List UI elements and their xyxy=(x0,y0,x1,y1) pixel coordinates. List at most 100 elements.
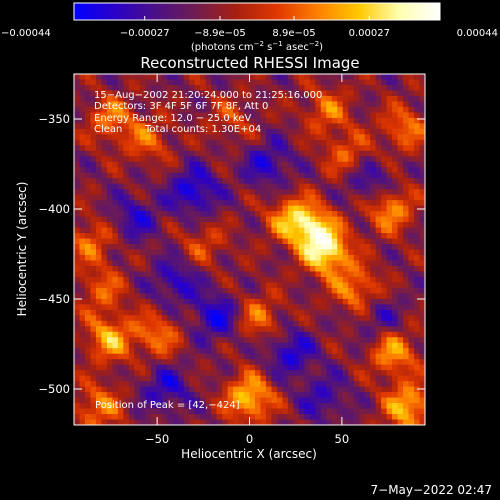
heatmap-cell xyxy=(200,271,207,278)
heatmap-cell xyxy=(123,265,130,272)
heatmap-cell xyxy=(265,150,272,157)
heatmap-cell xyxy=(183,183,190,190)
heatmap-cell xyxy=(386,112,393,119)
heatmap-cell xyxy=(139,233,146,239)
heatmap-cell xyxy=(244,293,250,300)
heatmap-cell xyxy=(392,359,398,366)
heatmap-cell xyxy=(200,249,207,256)
heatmap-cell xyxy=(117,117,124,124)
heatmap-cell xyxy=(150,112,157,119)
heatmap-cell xyxy=(244,414,250,420)
heatmap-cell xyxy=(244,397,250,404)
heatmap-cell xyxy=(183,370,190,377)
heatmap-cell xyxy=(167,172,174,179)
heatmap-cell xyxy=(145,370,152,377)
heatmap-cell xyxy=(364,397,371,404)
heatmap-cell xyxy=(222,156,228,163)
heatmap-cell xyxy=(156,359,163,366)
heatmap-cell xyxy=(304,408,311,415)
heatmap-cell xyxy=(375,309,382,316)
heatmap-cell xyxy=(282,238,289,245)
heatmap-cell xyxy=(304,101,311,108)
heatmap-cell xyxy=(84,84,91,91)
heatmap-cell xyxy=(337,353,344,360)
heatmap-cell xyxy=(150,101,157,108)
heatmap-cell xyxy=(271,397,278,404)
heatmap-cell xyxy=(238,364,245,371)
heatmap-cell xyxy=(353,276,360,283)
heatmap-cell xyxy=(293,337,300,344)
heatmap-cell xyxy=(95,254,102,261)
heatmap-cell xyxy=(74,156,80,163)
heatmap-cell xyxy=(167,386,174,393)
heatmap-cell xyxy=(386,244,393,250)
heatmap-cell xyxy=(342,337,349,344)
heatmap-cell xyxy=(79,123,86,130)
heatmap-cell xyxy=(244,222,250,228)
heatmap-cell xyxy=(375,178,382,185)
heatmap-cell xyxy=(381,370,388,377)
heatmap-cell xyxy=(79,342,86,349)
heatmap-cell xyxy=(238,244,245,250)
heatmap-cell xyxy=(254,200,261,207)
heatmap-cell xyxy=(375,397,382,404)
heatmap-cell xyxy=(348,265,355,272)
heatmap-cell xyxy=(134,90,141,97)
heatmap-cell xyxy=(90,244,97,250)
heatmap-cell xyxy=(375,331,382,338)
heatmap-cell xyxy=(265,342,272,349)
heatmap-cell xyxy=(123,304,130,311)
heatmap-cell xyxy=(408,227,415,234)
heatmap-cell xyxy=(326,320,333,327)
heatmap-cell xyxy=(101,260,108,267)
heatmap-cell xyxy=(320,282,327,289)
heatmap-cell xyxy=(375,342,382,349)
heatmap-cell xyxy=(194,161,201,168)
heatmap-cell xyxy=(304,167,311,174)
heatmap-cell xyxy=(172,370,179,377)
heatmap-cell xyxy=(84,364,91,371)
heatmap-cell xyxy=(419,331,425,338)
heatmap-cell xyxy=(408,397,415,404)
heatmap-cell xyxy=(189,90,196,97)
heatmap-cell xyxy=(101,309,108,316)
heatmap-cell xyxy=(353,298,360,305)
heatmap-cell xyxy=(194,167,201,174)
heatmap-cell xyxy=(84,156,91,163)
heatmap-cell xyxy=(233,287,239,294)
heatmap-cell xyxy=(403,194,409,201)
heatmap-cell xyxy=(95,265,102,272)
heatmap-cell xyxy=(309,79,316,86)
heatmap-cell xyxy=(123,134,130,141)
heatmap-cell xyxy=(123,375,130,382)
info-energy: Energy Range: 12.0 − 25.0 keV xyxy=(94,113,251,124)
heatmap-cell xyxy=(178,227,185,234)
heatmap-cell xyxy=(205,117,212,124)
heatmap-cell xyxy=(117,178,124,185)
heatmap-cell xyxy=(315,172,322,179)
heatmap-cell xyxy=(276,183,283,190)
heatmap-cell xyxy=(293,172,300,179)
heatmap-cell xyxy=(419,172,425,179)
heatmap-cell xyxy=(249,200,256,207)
heatmap-cell xyxy=(106,375,113,382)
heatmap-cell xyxy=(238,205,245,212)
heatmap-cell xyxy=(254,194,261,201)
heatmap-cell xyxy=(353,216,360,223)
heatmap-cell xyxy=(139,282,146,289)
heatmap-cell xyxy=(74,364,80,371)
heatmap-cell xyxy=(205,183,212,190)
heatmap-cell xyxy=(386,183,393,190)
heatmap-cell xyxy=(238,123,245,130)
heatmap-cell xyxy=(287,128,294,135)
heatmap-cell xyxy=(276,194,283,201)
heatmap-cell xyxy=(161,414,168,420)
heatmap-cell xyxy=(145,194,152,201)
heatmap-cell xyxy=(211,128,217,135)
heatmap-cell xyxy=(74,95,80,102)
heatmap-cell xyxy=(128,254,135,261)
heatmap-cell xyxy=(293,414,300,420)
heatmap-cell xyxy=(359,414,366,420)
heatmap-cell xyxy=(74,227,80,234)
heatmap-cell xyxy=(134,331,141,338)
